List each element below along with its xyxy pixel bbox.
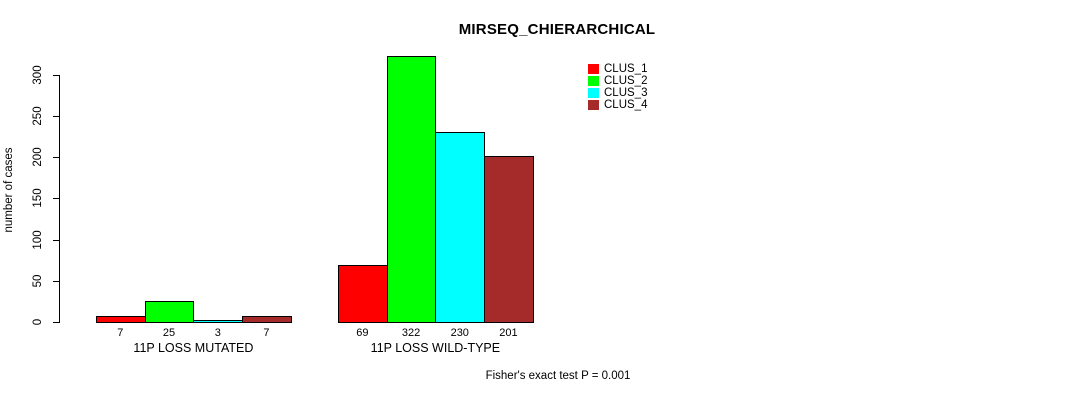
bar-clus_4-group1 <box>242 316 292 323</box>
bar-clus_1-group2 <box>338 265 388 323</box>
bar-clus_2-group1 <box>144 301 195 323</box>
y-axis-tick <box>53 115 59 117</box>
y-axis-tick <box>53 280 59 282</box>
bar-value-label: 69 <box>356 327 369 339</box>
y-axis-tick-label: 200 <box>32 147 44 167</box>
bar-value-label: 25 <box>162 327 176 339</box>
bar-value-label: 201 <box>499 327 518 339</box>
legend-swatch-icon <box>588 88 599 98</box>
bar-value-label: 7 <box>117 327 124 339</box>
legend-label: CLUS_3 <box>604 87 648 99</box>
legend-item-clus_2: CLUS_2 <box>588 75 668 87</box>
category-label: 11P LOSS WILD-TYPE <box>370 341 501 355</box>
bar-clus_2-group2 <box>386 56 437 323</box>
y-axis-line <box>59 74 60 323</box>
y-axis-tick-label: 50 <box>32 274 44 288</box>
bar-value-label: 3 <box>214 327 221 339</box>
y-axis-tick <box>53 239 59 241</box>
annotation-fishers-test: Fisher's exact test P = 0.001 <box>485 370 631 382</box>
chart-title: MIRSEQ_CHIERARCHICAL <box>458 21 656 38</box>
bar-clus_3-group2 <box>435 132 486 323</box>
legend-label: CLUS_2 <box>604 75 648 87</box>
bar-clus_3-group1 <box>193 319 244 323</box>
legend-swatch-icon <box>588 64 599 74</box>
legend-item-clus_3: CLUS_3 <box>588 87 668 99</box>
bar-clus_4-group2 <box>484 156 534 323</box>
legend-item-clus_1: CLUS_1 <box>588 63 668 75</box>
y-axis-tick-label: 150 <box>32 188 44 208</box>
y-axis-tick-label: 100 <box>32 229 44 250</box>
legend-label: CLUS_4 <box>604 99 648 111</box>
bar-value-label: 322 <box>401 327 421 339</box>
category-label: 11P LOSS MUTATED <box>133 341 254 355</box>
bar-clus_1-group1 <box>96 316 146 323</box>
y-axis-tick <box>53 74 59 76</box>
bar-value-label: 230 <box>450 327 469 339</box>
y-axis-tick-label: 300 <box>32 64 44 85</box>
legend: CLUS_1 CLUS_2 CLUS_3 CLUS_4 <box>588 63 668 113</box>
bar-value-label: 7 <box>263 327 270 339</box>
y-axis-tick <box>53 198 59 200</box>
y-axis-tick <box>53 322 59 323</box>
legend-item-clus_4: CLUS_4 <box>588 99 668 111</box>
y-axis-tick-label: 250 <box>32 106 44 126</box>
y-axis-tick-label: 0 <box>32 318 44 326</box>
legend-swatch-icon <box>588 100 599 110</box>
legend-label: CLUS_1 <box>604 63 648 75</box>
y-axis-tick <box>53 157 59 158</box>
legend-swatch-icon <box>588 76 599 86</box>
